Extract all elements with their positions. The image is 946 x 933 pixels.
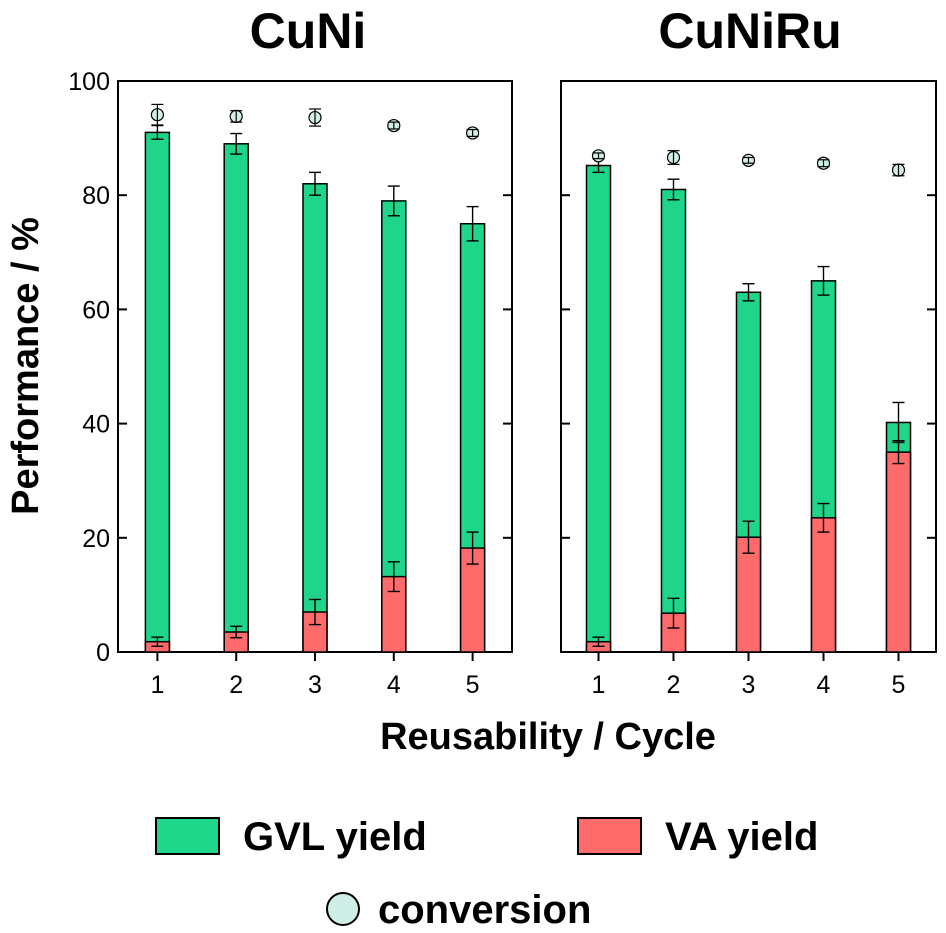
errorbar-gvl-yield [742,283,755,302]
errorbar-va-yield [742,520,755,554]
x-tick-label: 1 [592,671,606,699]
errorbar-conversion [466,128,479,137]
errorbar-conversion [230,110,243,123]
panel-title-cuniru: CuNiRu [658,3,841,59]
legend-label-conversion: conversion [378,888,591,932]
x-tick-label: 5 [892,671,906,699]
legend-marker-conversion [326,892,360,926]
legend-swatch-gvl [155,817,220,855]
errorbar-conversion [892,163,905,177]
errorbar-gvl-yield [817,265,830,296]
errorbar-va-yield [817,502,830,533]
x-tick-label: 3 [308,671,322,699]
bar-gvl-yield [302,183,328,653]
errorbar-conversion [667,150,680,165]
errorbar-conversion [309,108,321,127]
x-tick-label: 1 [150,671,164,699]
legend-label-va: VA yield [665,815,818,859]
errorbar-va-yield [592,636,605,647]
y-tick-label: 60 [82,296,110,324]
errorbar-va-yield [230,625,243,639]
x-tick-label: 5 [466,671,480,699]
errorbar-conversion [742,156,755,164]
bar-va-yield [810,517,837,653]
errorbar-conversion [151,103,164,126]
legend-swatch-va [577,817,642,855]
x-axis-title: Reusability / Cycle [380,716,716,758]
errorbar-conversion [817,159,830,168]
y-tick-label: 0 [96,639,110,667]
bar-va-yield [735,536,762,653]
errorbar-gvl-yield [667,178,680,201]
errorbar-va-yield [309,598,321,626]
errorbar-va-yield [892,440,905,465]
x-tick-label: 2 [667,671,681,699]
bar-gvl-yield [585,164,612,653]
errorbar-va-yield [387,561,400,593]
errorbar-conversion [387,121,400,130]
y-axis-title: Performance / % [5,217,47,515]
x-tick-label: 4 [387,671,401,699]
errorbar-gvl-yield [387,185,400,217]
errorbar-va-yield [151,636,164,647]
x-tick-label: 2 [229,671,243,699]
x-tick-label: 3 [742,671,756,699]
x-tick-label: 4 [817,671,831,699]
panel-cuni: 0 20 40 60 80 100 1 2 3 4 5 [68,68,513,699]
errorbar-gvl-yield [309,171,321,196]
errorbar-va-yield [667,597,680,629]
panel-cuniru: 1 2 3 4 5 [560,80,937,699]
legend-label-gvl: GVL yield [243,815,427,859]
errorbar-gvl-yield [230,132,243,155]
bar-gvl-yield [144,131,171,653]
y-tick-label: 40 [82,411,110,439]
errorbar-conversion [592,152,605,160]
y-tick-label: 20 [82,525,110,553]
y-tick-label: 80 [82,182,110,210]
legend: GVL yield VA yield conversion [155,815,818,932]
bar-gvl-yield [223,143,249,653]
bar-va-yield [885,451,912,653]
bar-gvl-yield [660,188,687,653]
y-tick-label: 100 [68,68,110,96]
errorbar-gvl-yield [466,205,479,242]
panel-title-cuni: CuNi [250,3,367,59]
errorbar-va-yield [466,531,479,565]
